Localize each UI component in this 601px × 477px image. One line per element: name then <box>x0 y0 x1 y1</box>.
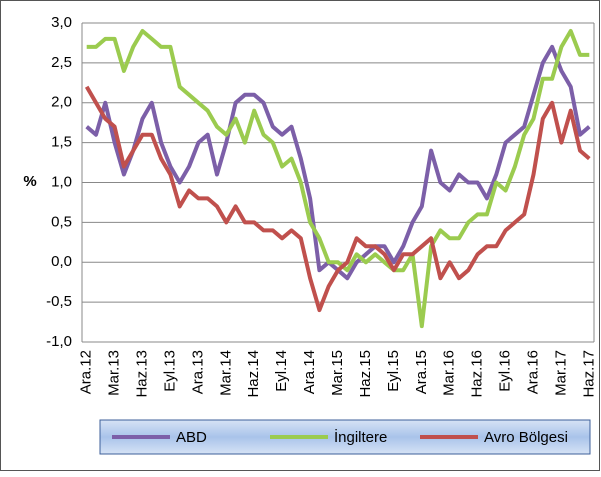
y-tick-label: -0,5 <box>46 293 72 310</box>
y-tick-label: 3,0 <box>51 14 72 31</box>
y-tick-label: 2,5 <box>51 54 72 71</box>
x-tick-label: Mar.17 <box>552 350 569 396</box>
x-tick-label: Ara.12 <box>78 350 95 394</box>
y-tick-label: 0,5 <box>51 213 72 230</box>
x-tick-label: Mar.15 <box>329 350 346 396</box>
y-tick-label: 0,0 <box>51 253 72 270</box>
x-tick-label: Ara.13 <box>189 350 206 394</box>
x-tick-label: Ara.14 <box>301 350 318 394</box>
x-tick-label: Haz.15 <box>357 350 374 398</box>
x-tick-label: Mar.13 <box>106 350 123 396</box>
series-line <box>86 29 590 329</box>
x-tick-label: Eyl.16 <box>497 350 514 392</box>
x-tick-label: Ara.16 <box>524 350 541 394</box>
y-axis-label: % <box>23 173 36 190</box>
x-tick-label: Ara.15 <box>413 350 430 394</box>
legend-label: İngiltere <box>334 428 387 446</box>
series-line <box>84 85 591 313</box>
x-tick-label: Haz.17 <box>580 350 597 398</box>
x-tick-label: Eyl.13 <box>161 350 178 392</box>
legend-label: ABD <box>176 429 207 446</box>
y-tick-label: 1,0 <box>51 173 72 190</box>
y-tick-label: -1,0 <box>46 333 72 350</box>
legend-label: Avro Bölgesi <box>484 429 568 446</box>
y-tick-label: 2,0 <box>51 94 72 111</box>
x-tick-label: Mar.16 <box>441 350 458 396</box>
x-tick-label: Haz.14 <box>245 350 262 398</box>
x-tick-label: Haz.13 <box>133 350 150 398</box>
y-tick-label: 1,5 <box>51 134 72 151</box>
x-tick-label: Eyl.15 <box>385 350 402 392</box>
x-tick-label: Haz.16 <box>469 350 486 398</box>
legend-box <box>99 419 591 455</box>
x-tick-label: Mar.14 <box>217 350 234 396</box>
x-tick-label: Eyl.14 <box>273 350 290 392</box>
